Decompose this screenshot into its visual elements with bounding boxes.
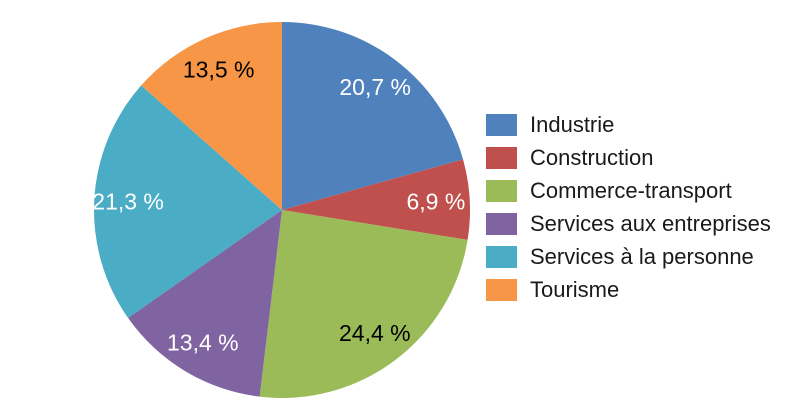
pie-slice-industrie xyxy=(282,22,464,210)
legend-swatch-services-a-la-personne xyxy=(486,246,517,268)
pie-slice-services-a-la-personne xyxy=(94,85,282,318)
legend-swatch-services-aux-entreprises xyxy=(486,213,517,235)
legend-item-construction: Construction xyxy=(486,147,771,169)
pie-slice-tourisme xyxy=(141,22,282,210)
percentage-label: 24,4 % xyxy=(339,320,411,346)
legend-item-tourisme: Tourisme xyxy=(486,279,771,301)
legend-swatch-industrie xyxy=(486,114,517,136)
legend-label-services-aux-entreprises: Services aux entreprises xyxy=(530,211,771,236)
pie-slice-services-aux-entreprises xyxy=(128,210,282,397)
pie-slice-commerce-transport xyxy=(259,210,468,399)
legend-item-services-aux-entreprises: Services aux entreprises xyxy=(486,213,771,235)
pie-slice-construction xyxy=(282,159,470,240)
legend-label-commerce-transport: Commerce-transport xyxy=(530,178,732,203)
percentage-label: 20,7 % xyxy=(339,74,411,100)
legend-item-commerce-transport: Commerce-transport xyxy=(486,180,771,202)
percentage-label: 13,4 % xyxy=(167,329,239,355)
percentage-label: 13,5 % xyxy=(183,56,255,82)
legend-label-tourisme: Tourisme xyxy=(530,277,620,302)
legend-swatch-tourisme xyxy=(486,279,517,301)
legend-label-construction: Construction xyxy=(530,145,654,170)
legend-swatch-construction xyxy=(486,147,517,169)
legend-item-industrie: Industrie xyxy=(486,114,771,136)
legend-label-industrie: Industrie xyxy=(530,112,615,137)
legend-label-services-a-la-personne: Services à la personne xyxy=(530,244,754,269)
percentage-label: 6,9 % xyxy=(406,188,465,214)
chart-legend: Industrie Construction Commerce-transpor… xyxy=(486,114,771,301)
legend-swatch-commerce-transport xyxy=(486,180,517,202)
legend-item-services-a-la-personne: Services à la personne xyxy=(486,246,771,268)
percentage-label: 21,3 % xyxy=(92,188,164,214)
